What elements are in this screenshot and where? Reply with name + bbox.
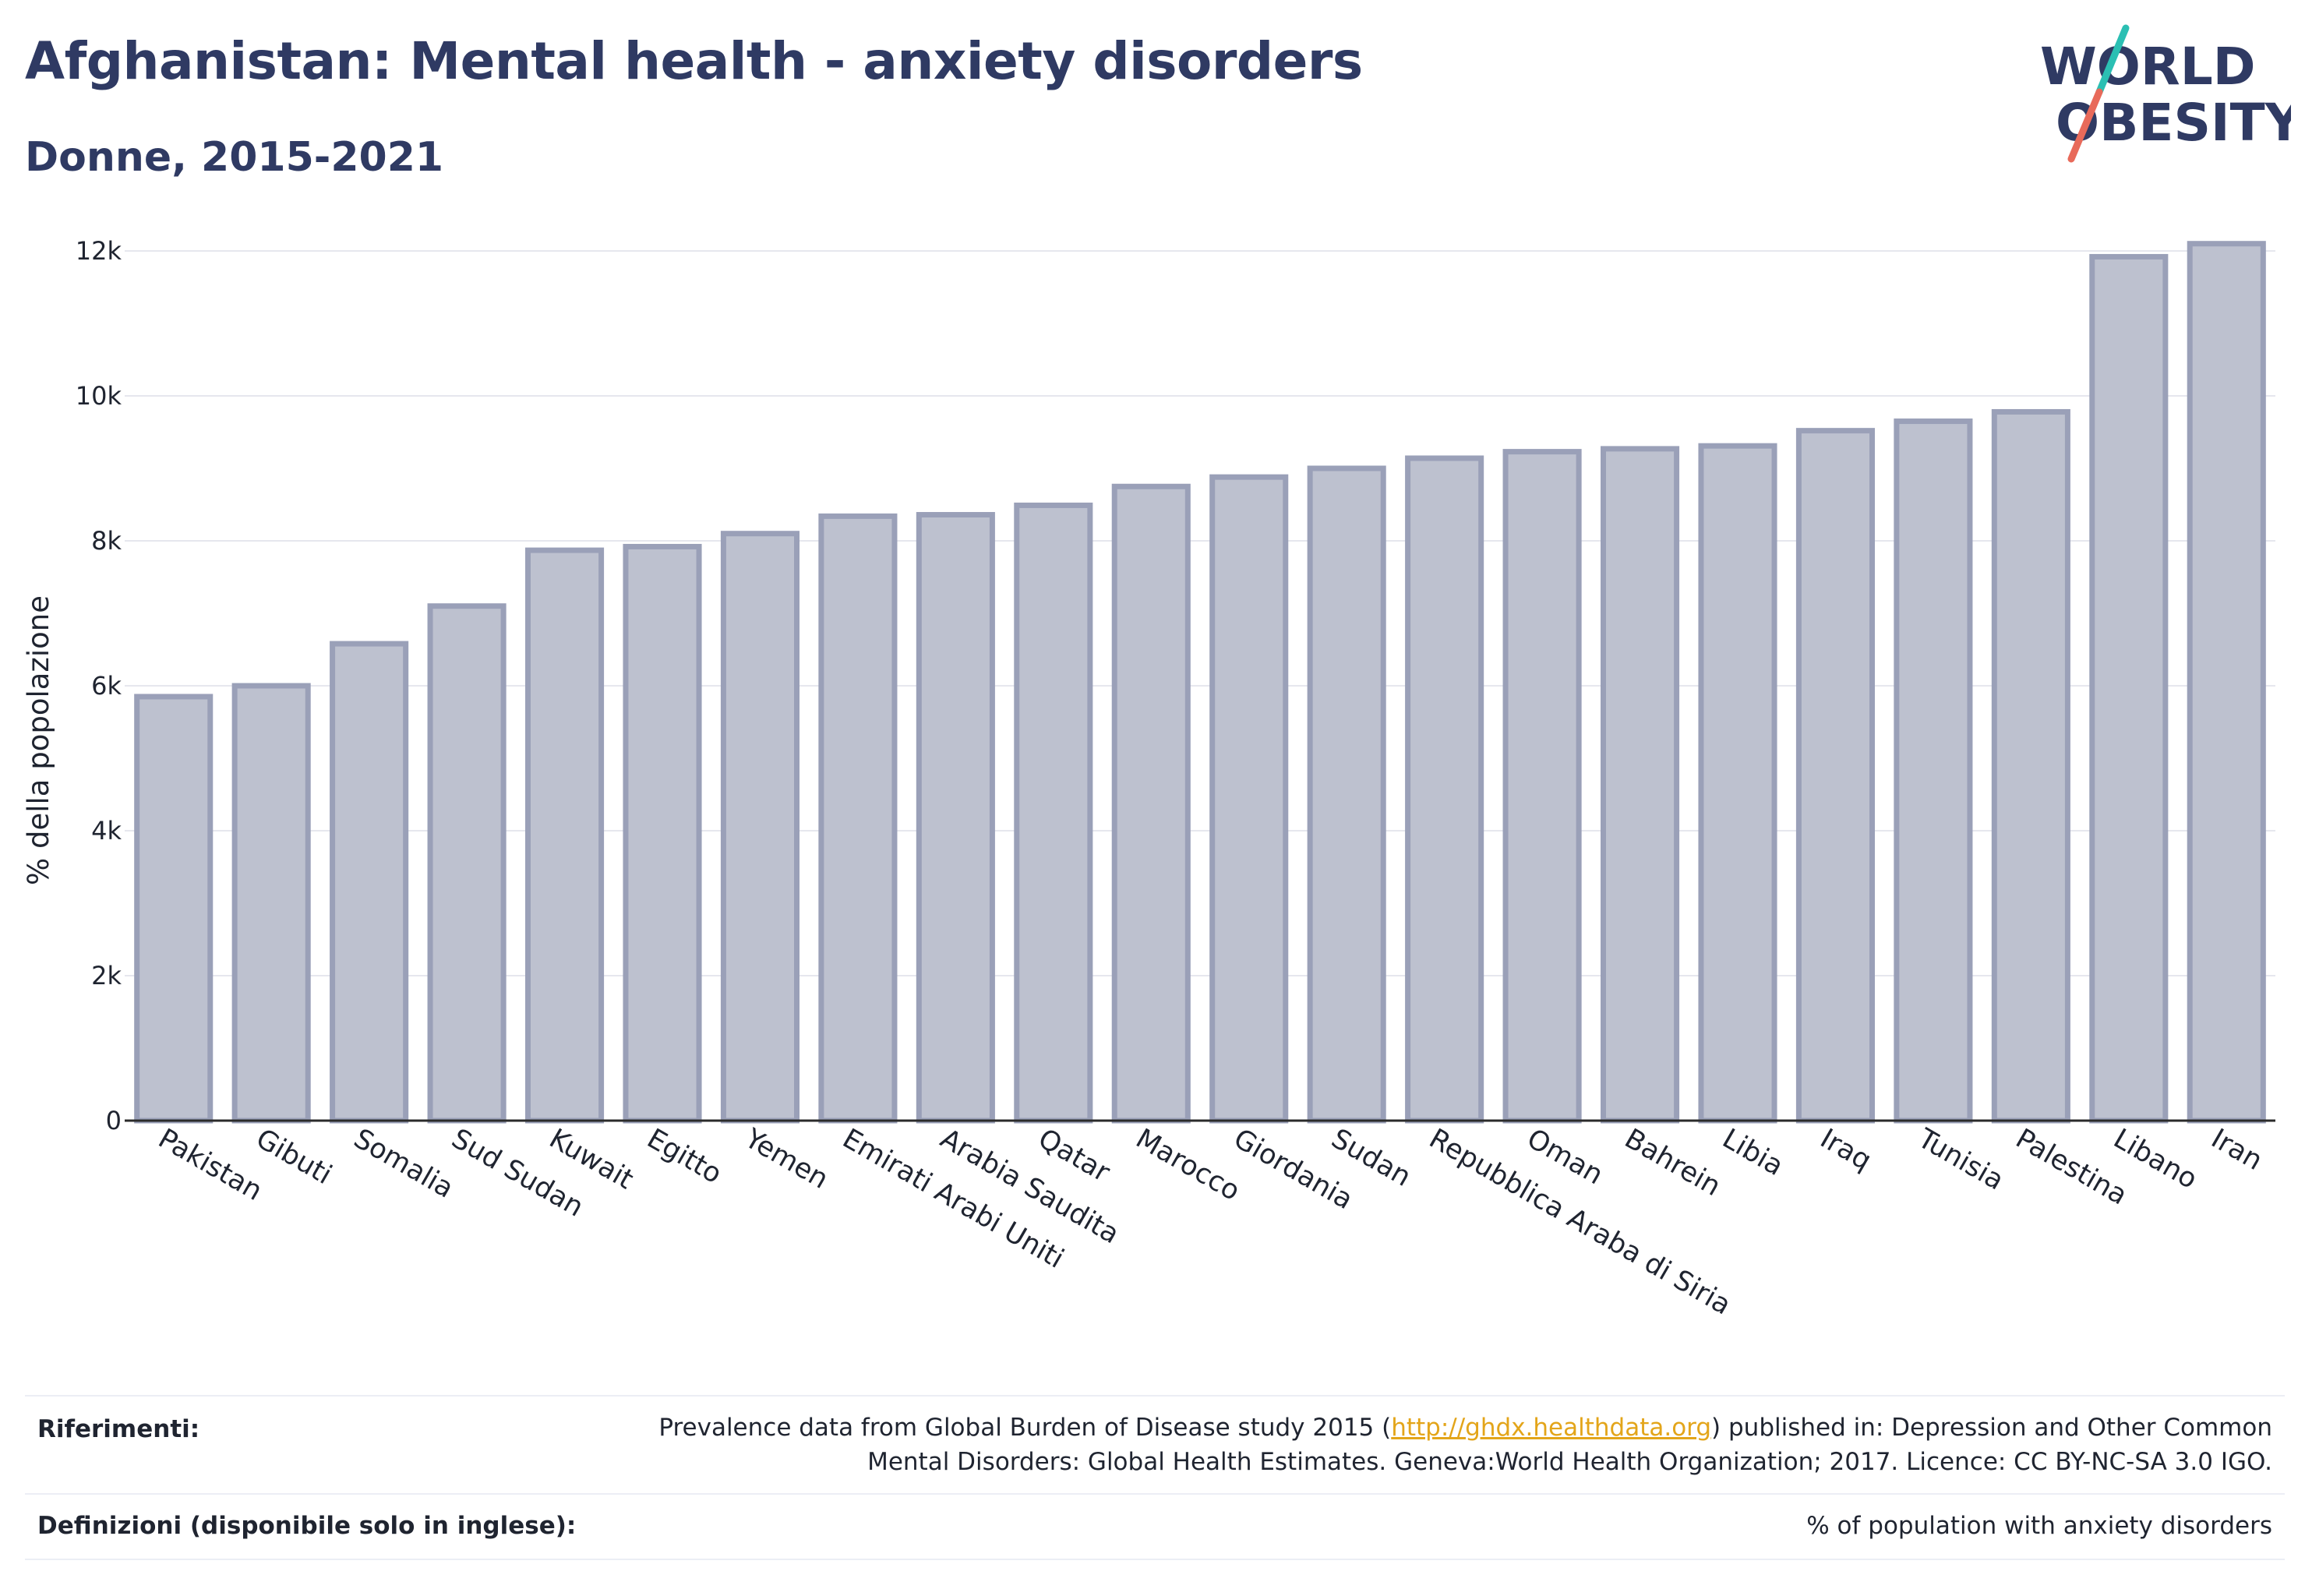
- bar: [916, 512, 995, 1124]
- bar: [720, 531, 800, 1124]
- bar: [1111, 483, 1191, 1124]
- logo-text-world: WORLD: [2040, 37, 2256, 97]
- references-link[interactable]: http://ghdx.healthdata.org: [1391, 1414, 1712, 1442]
- bar: [2089, 253, 2169, 1124]
- references-text-after: ) published in: Depression and Other Com…: [1711, 1414, 2272, 1442]
- bar: [1698, 443, 1777, 1124]
- references-label: Riferimenti:: [37, 1415, 200, 1443]
- y-axis-ticks: 0 2k 4k 6k 8k 10k 12k: [76, 236, 122, 1135]
- chart-subtitle: Donne, 2015-2021: [25, 134, 444, 181]
- y-tick-label: 4k: [91, 816, 122, 846]
- x-tick-label: Tunisia: [1912, 1123, 2009, 1197]
- x-tick-label: Iran: [2206, 1123, 2268, 1177]
- bar: [231, 683, 311, 1124]
- y-tick-label: 2k: [91, 961, 122, 990]
- world-obesity-logo: WORLD OBESITY: [2040, 24, 2291, 163]
- x-tick-label: Marocco: [1131, 1123, 1245, 1207]
- bar: [1502, 449, 1582, 1124]
- bar: [1014, 502, 1093, 1124]
- bar: [427, 603, 507, 1124]
- definitions-label: Definizioni (disponibile solo in inglese…: [37, 1512, 577, 1540]
- references-text: Prevalence data from Global Burden of Di…: [658, 1411, 2272, 1479]
- bar: [1601, 446, 1680, 1124]
- bars: [134, 241, 2266, 1124]
- x-tick-label: Bahrein: [1619, 1123, 1726, 1202]
- bar: [1894, 418, 1973, 1124]
- logo-slash-top: [2095, 24, 2130, 96]
- y-tick-label: 0: [106, 1106, 122, 1135]
- bar: [330, 641, 409, 1124]
- x-tick-label: Palestina: [2010, 1123, 2132, 1211]
- bar: [818, 513, 898, 1124]
- bar: [623, 543, 702, 1124]
- definitions-text: % of population with anxiety disorders: [1806, 1512, 2272, 1540]
- references-line2: Mental Disorders: Global Health Estimate…: [867, 1448, 2272, 1476]
- bar: [1209, 474, 1289, 1124]
- y-tick-label: 8k: [91, 526, 122, 556]
- bar: [1795, 428, 1876, 1124]
- logo-slash-bottom: [2067, 88, 2103, 163]
- bar: [2187, 241, 2266, 1124]
- bar: [525, 547, 605, 1124]
- y-tick-label: 12k: [76, 236, 122, 266]
- definitions-row: Definizioni (disponibile solo in inglese…: [25, 1493, 2285, 1560]
- y-tick-label: 10k: [76, 381, 122, 411]
- x-tick-label: Pakistan: [153, 1123, 267, 1207]
- x-tick-label: Yemen: [739, 1123, 833, 1195]
- x-tick-label: Libia: [1717, 1123, 1789, 1182]
- footer: Riferimenti: Prevalence data from Global…: [25, 1395, 2285, 1560]
- references-row: Riferimenti: Prevalence data from Global…: [25, 1395, 2285, 1493]
- x-tick-label: Egitto: [642, 1123, 727, 1190]
- bar: [134, 694, 214, 1124]
- y-axis-label: % della popolazione: [22, 595, 55, 885]
- bar: [1991, 408, 2070, 1124]
- bar: [1405, 455, 1484, 1124]
- references-text-before: Prevalence data from Global Burden of Di…: [658, 1414, 1392, 1442]
- chart-title: Afghanistan: Mental health - anxiety dis…: [25, 31, 1363, 91]
- bar: [1307, 465, 1386, 1124]
- y-tick-label: 6k: [91, 671, 122, 701]
- x-tick-label: Somalia: [348, 1123, 458, 1205]
- x-tick-label: Iraq: [1815, 1123, 1876, 1177]
